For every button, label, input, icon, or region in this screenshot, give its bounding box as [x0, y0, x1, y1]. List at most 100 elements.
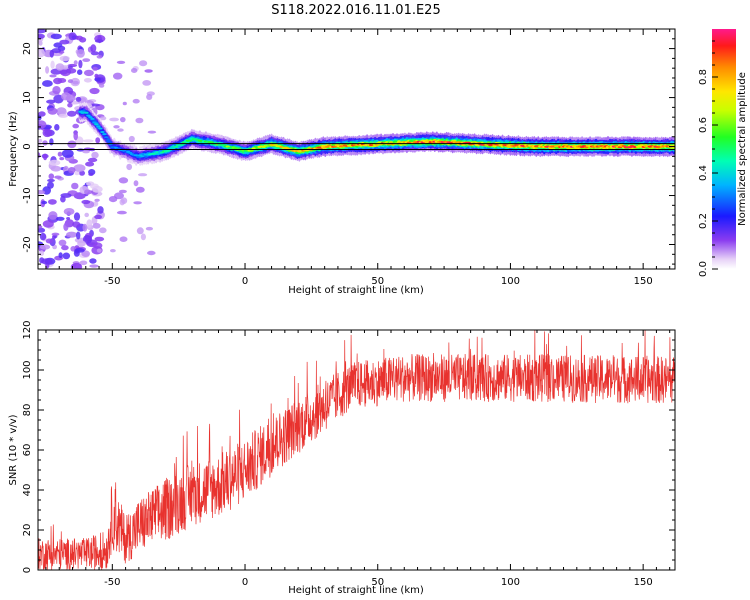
noise-blob [122, 101, 127, 106]
noise-blob [48, 211, 58, 220]
noise-blob [46, 99, 56, 104]
snr-panel: -50 0 50 100 150 0 20 40 60 80 100 120 Height of st… [8, 320, 676, 596]
noise-blob [73, 164, 86, 172]
ridge-cell [100, 131, 105, 133]
noise-blob [73, 60, 78, 65]
noise-blob [74, 171, 80, 176]
noise-blob [94, 77, 101, 82]
colorbar: 0.0 0.2 0.4 0.6 0.8 Normalized spectral ampl… [698, 29, 748, 277]
colorbar-tick-label: 0.6 [698, 117, 709, 133]
noise-blob [85, 161, 95, 167]
noise-blob [96, 55, 103, 59]
y-tick-label: 100 [22, 360, 33, 379]
noise-blob [38, 138, 43, 143]
noise-blob [57, 151, 63, 157]
noise-blob [90, 51, 99, 56]
noise-blob [47, 107, 58, 115]
x-tick-label: -50 [104, 577, 120, 588]
noise-blob [118, 177, 129, 184]
snr-ylabel: SNR (10 * v/v) [8, 414, 19, 485]
noise-blob [61, 149, 74, 158]
noise-blob [110, 249, 116, 253]
x-tick-label: 100 [501, 577, 520, 588]
ridge-cell [187, 139, 193, 142]
noise-blob [71, 182, 79, 190]
noise-blob [59, 39, 70, 45]
noise-blob [75, 264, 82, 269]
noise-blob [77, 69, 83, 75]
noise-blob [59, 55, 70, 62]
noise-blob [38, 48, 45, 58]
noise-blob [89, 258, 97, 264]
noise-blob [66, 231, 78, 238]
noise-blob [75, 35, 83, 41]
noise-blob [48, 199, 57, 205]
colorbar-tick-label: 0.4 [698, 165, 709, 181]
noise-blob [94, 236, 105, 242]
noise-blob [95, 137, 101, 144]
ridge-cell [102, 133, 107, 136]
noise-blob [39, 244, 51, 250]
noise-blob [53, 42, 63, 48]
snr-series-line [38, 330, 675, 570]
noise-blob [78, 59, 83, 69]
noise-blob [99, 227, 107, 234]
noise-blob [88, 172, 94, 176]
colorbar-tick-label: 0.2 [698, 213, 709, 229]
noise-blob [91, 185, 103, 193]
noise-blob [87, 157, 98, 163]
ridge-cell [86, 114, 91, 117]
ridge-cell [92, 121, 97, 124]
colorbar-tick-label: 0.0 [698, 261, 709, 277]
noise-blob [96, 248, 102, 253]
noise-blob [77, 240, 86, 247]
noise-blob [94, 214, 102, 220]
noise-blob [67, 110, 77, 117]
noise-blob [73, 249, 80, 257]
spectrogram-xlabel: Height of straight line (km) [288, 285, 424, 296]
noise-blob [68, 167, 76, 174]
noise-blob [65, 68, 77, 74]
noise-blob [58, 252, 63, 259]
noise-blob [54, 175, 62, 179]
noise-blob [109, 117, 119, 122]
y-tick-label: -20 [22, 236, 33, 252]
x-tick-label: 150 [634, 577, 653, 588]
ridge-cell [98, 127, 103, 130]
y-tick-label: 40 [22, 484, 33, 497]
noise-blob [49, 49, 54, 58]
noise-blob [43, 153, 48, 161]
noise-blob [89, 264, 99, 268]
colorbar-ramp [712, 29, 736, 269]
noise-blob [82, 139, 94, 143]
noise-blob [76, 49, 85, 58]
ridge-cell [84, 111, 89, 114]
noise-blob [38, 225, 43, 229]
noise-blob [52, 86, 61, 95]
noise-blob [138, 173, 148, 177]
noise-blob [90, 44, 97, 53]
noise-blob [38, 190, 46, 195]
noise-blob [94, 201, 99, 207]
noise-blob [62, 252, 71, 260]
noise-blob [82, 150, 90, 154]
ridge-cell [88, 116, 93, 119]
y-tick-label: -10 [22, 187, 33, 203]
noise-blob [72, 221, 81, 228]
y-tick-label: 20 [22, 42, 33, 55]
noise-blob [116, 60, 126, 64]
noise-blob [83, 78, 92, 83]
noise-blob [63, 222, 69, 231]
noise-blob [86, 219, 93, 228]
noise-blob [108, 196, 118, 203]
spectrogram-frame [37, 28, 676, 270]
spectrogram-panel: -50 0 50 100 150 -20 -10 0 10 20 Height of straig… [8, 28, 676, 296]
noise-blob [55, 63, 65, 71]
ridge-cell [233, 147, 238, 150]
noise-blob [113, 72, 123, 80]
noise-blob [82, 223, 88, 232]
noise-blob [84, 212, 89, 218]
noise-blob [42, 128, 53, 138]
noise-blob [116, 210, 127, 215]
noise-blob [98, 83, 105, 88]
